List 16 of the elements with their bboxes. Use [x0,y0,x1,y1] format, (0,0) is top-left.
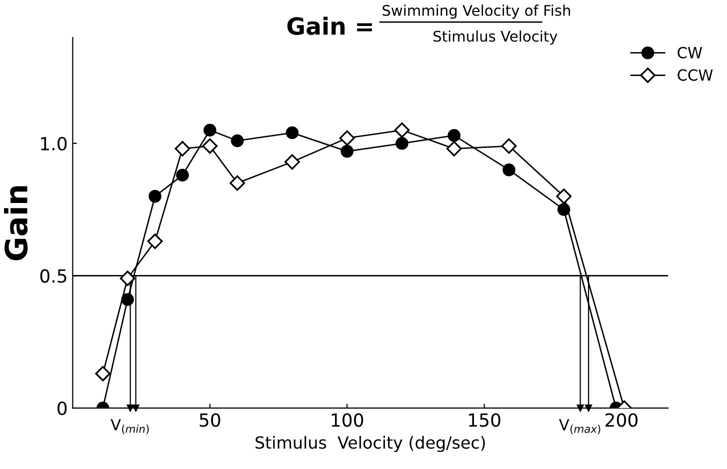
ref-line-label: V$_{(max)}$ [559,419,600,434]
ref-line-label: V$_{(min)}$ [110,419,149,434]
legend-label: CW [678,46,702,58]
x-tick-label: 50 [200,413,220,427]
x-axis-title: Stimulus Velocity (deg/sec) [256,436,485,452]
x-tick-label: 150 [469,413,500,427]
legend-label: CCW [678,69,713,81]
text: Swimming Velocity of Fish [382,4,570,19]
y-tick-label: 0.5 [40,269,66,283]
x-tick-label: 100 [332,413,364,427]
y-tick-label: 0 [58,401,67,416]
x-tick-label: 200 [606,413,638,427]
chart-title: Gain = [287,16,372,35]
y-tick-label: 1.0 [41,136,67,150]
y-axis-title: Gain [4,186,28,260]
annotation: Stimulus Velocity [434,30,558,45]
